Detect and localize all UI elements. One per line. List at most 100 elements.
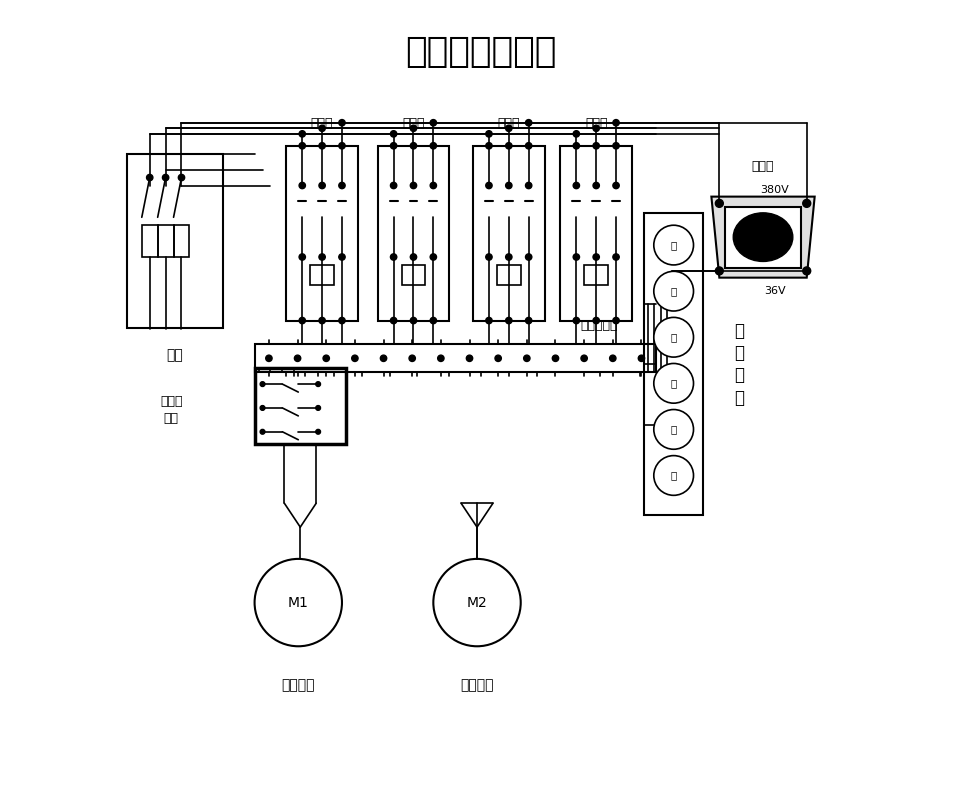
Circle shape — [653, 363, 693, 403]
Circle shape — [715, 267, 723, 275]
Circle shape — [410, 125, 416, 131]
Circle shape — [580, 355, 587, 362]
Circle shape — [390, 254, 396, 260]
Circle shape — [146, 174, 153, 181]
Circle shape — [430, 142, 436, 149]
Circle shape — [299, 318, 305, 324]
Circle shape — [715, 199, 723, 207]
Text: 电动葫芦接线图: 电动葫芦接线图 — [405, 34, 556, 69]
Circle shape — [505, 318, 511, 324]
Circle shape — [505, 182, 511, 189]
Circle shape — [573, 142, 579, 149]
Circle shape — [573, 130, 579, 137]
Circle shape — [505, 254, 511, 260]
Bar — [255, 368, 346, 444]
Bar — [255, 344, 655, 372]
Circle shape — [408, 355, 415, 362]
Circle shape — [495, 355, 501, 362]
Circle shape — [315, 382, 320, 386]
Circle shape — [299, 254, 305, 260]
Circle shape — [505, 142, 511, 149]
Circle shape — [552, 355, 558, 362]
Circle shape — [319, 125, 325, 131]
Text: 左: 左 — [670, 424, 677, 434]
Circle shape — [299, 142, 305, 149]
Text: M1: M1 — [287, 595, 308, 610]
Circle shape — [410, 142, 416, 149]
Circle shape — [801, 267, 810, 275]
Text: 断火限
位器: 断火限 位器 — [160, 395, 183, 426]
Text: 操
作
手
柄: 操 作 手 柄 — [733, 322, 744, 406]
Circle shape — [525, 119, 531, 126]
Circle shape — [319, 142, 325, 149]
Circle shape — [315, 406, 320, 410]
Circle shape — [259, 430, 264, 434]
Text: 上: 上 — [670, 332, 677, 342]
Circle shape — [525, 182, 531, 189]
Circle shape — [390, 318, 396, 324]
Circle shape — [380, 355, 386, 362]
Circle shape — [259, 382, 264, 386]
Text: 下: 下 — [670, 378, 677, 388]
Text: 36V: 36V — [763, 286, 785, 296]
Circle shape — [338, 142, 345, 149]
Text: 接触器: 接触器 — [310, 117, 333, 130]
Circle shape — [390, 142, 396, 149]
Text: 接触器: 接触器 — [402, 117, 424, 130]
Text: 红: 红 — [670, 286, 677, 296]
Bar — [583, 265, 607, 285]
Circle shape — [430, 318, 436, 324]
Circle shape — [178, 174, 185, 181]
Circle shape — [525, 254, 531, 260]
Circle shape — [525, 142, 531, 149]
Circle shape — [485, 254, 492, 260]
Circle shape — [485, 130, 492, 137]
Circle shape — [315, 430, 320, 434]
Circle shape — [612, 142, 619, 149]
Text: 行走电机: 行走电机 — [459, 678, 493, 692]
Bar — [401, 265, 425, 285]
Circle shape — [338, 182, 345, 189]
Text: 接触器: 接触器 — [497, 117, 520, 130]
Circle shape — [592, 318, 599, 324]
Circle shape — [338, 254, 345, 260]
Text: 闸刀: 闸刀 — [166, 348, 184, 362]
Bar — [173, 226, 189, 257]
Circle shape — [338, 318, 345, 324]
Circle shape — [410, 254, 416, 260]
Circle shape — [637, 355, 644, 362]
Circle shape — [653, 410, 693, 450]
Circle shape — [437, 355, 444, 362]
Circle shape — [592, 182, 599, 189]
Polygon shape — [710, 197, 814, 278]
Circle shape — [299, 130, 305, 137]
Bar — [560, 146, 631, 321]
Bar — [158, 226, 173, 257]
Circle shape — [612, 254, 619, 260]
Circle shape — [338, 119, 345, 126]
Circle shape — [390, 182, 396, 189]
Circle shape — [485, 318, 492, 324]
Circle shape — [653, 226, 693, 265]
Circle shape — [485, 142, 492, 149]
Bar — [128, 154, 223, 329]
Text: 升降电机: 升降电机 — [282, 678, 314, 692]
Circle shape — [255, 559, 341, 646]
Circle shape — [410, 182, 416, 189]
Circle shape — [466, 355, 472, 362]
Circle shape — [653, 271, 693, 311]
Text: 380V: 380V — [760, 186, 788, 195]
Circle shape — [430, 182, 436, 189]
Circle shape — [430, 119, 436, 126]
Bar — [286, 146, 357, 321]
Bar — [725, 206, 801, 267]
Circle shape — [294, 355, 301, 362]
Circle shape — [319, 318, 325, 324]
Circle shape — [653, 456, 693, 495]
Bar — [473, 146, 544, 321]
Circle shape — [525, 318, 531, 324]
Ellipse shape — [732, 213, 792, 262]
Circle shape — [259, 406, 264, 410]
Bar — [643, 214, 702, 515]
Circle shape — [573, 182, 579, 189]
